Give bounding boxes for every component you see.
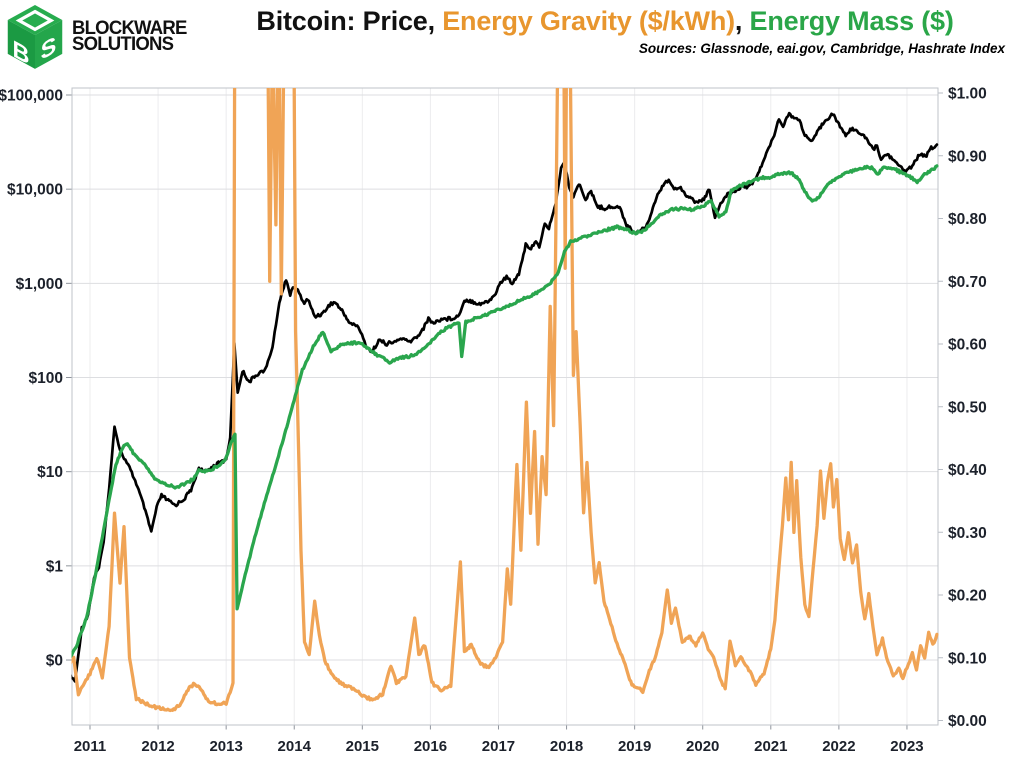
x-axis-tick-label: 2015	[346, 738, 379, 755]
x-axis-tick-label: 2022	[822, 738, 855, 755]
right-axis-tick-label: $0.20	[948, 588, 987, 605]
x-axis-tick-label: 2011	[74, 738, 107, 755]
x-axis-tick-label: 2020	[686, 738, 719, 755]
chart-title-segment: Energy Gravity ($/kWh)	[442, 6, 735, 36]
x-axis-tick-label: 2018	[550, 738, 583, 755]
chart-title-segment: ,	[734, 6, 750, 36]
x-axis-tick-label: 2019	[618, 738, 651, 755]
right-axis-tick-label: $0.40	[948, 462, 987, 479]
title-block: Bitcoin: Price, Energy Gravity ($/kWh), …	[205, 6, 1005, 56]
left-axis-tick-label: $10	[37, 464, 63, 481]
x-axis-tick-label: 2017	[482, 738, 515, 755]
x-axis-tick-label: 2013	[209, 738, 242, 755]
series-line-bitcoin-price-usd	[71, 111, 939, 683]
right-axis-tick-label: $0.60	[948, 337, 987, 354]
chart-title-segment: Bitcoin: Price,	[256, 6, 443, 36]
right-axis-tick-label: $0.30	[948, 525, 987, 542]
left-axis-tick-label: $0	[46, 653, 63, 670]
svg-text:B: B	[12, 35, 29, 70]
x-axis-tick-label: 2012	[141, 738, 174, 755]
right-axis-tick-label: $0.70	[948, 274, 987, 291]
brand-name: BLOCKWARE SOLUTIONS	[72, 17, 187, 55]
right-axis-tick-label: $0.80	[948, 211, 987, 228]
right-axis-tick-label: $0.10	[948, 650, 987, 667]
right-axis-tick-label: $1.00	[948, 86, 987, 103]
series-line-energy-gravity-kwh	[71, 88, 939, 713]
brand-line2: SOLUTIONS	[72, 33, 174, 55]
left-axis-tick-label: $1	[46, 558, 64, 575]
series-line-energy-mass	[71, 164, 939, 659]
x-axis-tick-label: 2014	[278, 738, 312, 755]
chart-title-segment: Energy Mass ($)	[749, 6, 954, 36]
x-axis-tick-label: 2021	[754, 738, 787, 755]
right-axis-tick-label: $0.90	[948, 148, 987, 165]
left-axis-tick-label: $10,000	[7, 182, 63, 199]
plot-border	[71, 87, 939, 726]
left-axis-tick-label: $100,000	[0, 88, 63, 105]
chart-subtitle: Sources: Glassnode, eai.gov, Cambridge, …	[638, 41, 1005, 56]
brand-line1: BLOCKWARE	[72, 17, 187, 39]
right-axis-tick-label: $0.50	[948, 399, 987, 416]
svg-text:S: S	[41, 31, 57, 66]
left-axis-tick-label: $1,000	[16, 276, 63, 293]
chart-title: Bitcoin: Price, Energy Gravity ($/kWh), …	[205, 6, 1005, 37]
x-axis-tick-label: 2016	[414, 738, 447, 755]
right-axis-tick-label: $0.00	[948, 713, 987, 730]
left-axis-tick-label: $100	[29, 370, 63, 387]
x-axis-tick-label: 2023	[890, 738, 923, 755]
